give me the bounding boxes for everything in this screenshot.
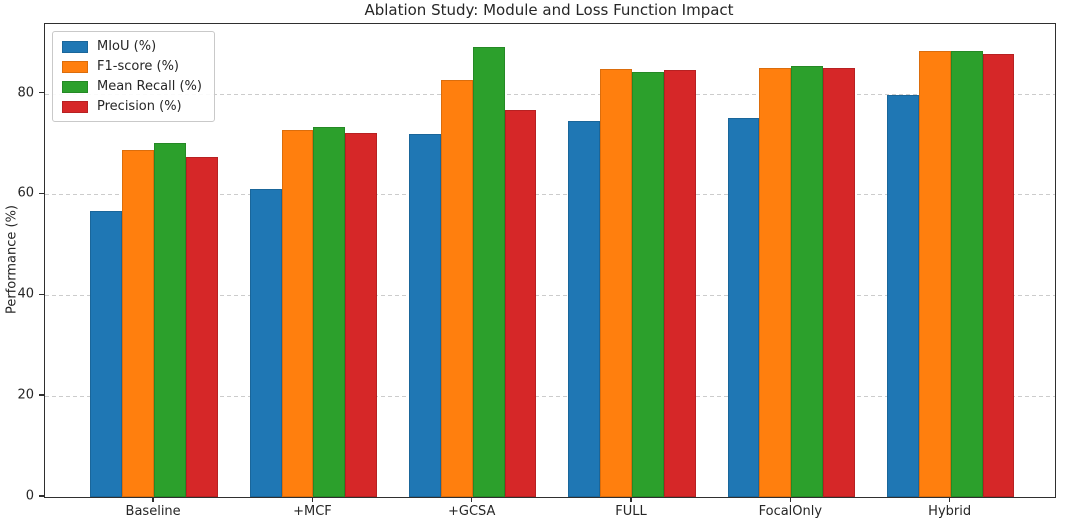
x-tick-mark-1 — [311, 497, 314, 503]
chart-title: Ablation Study: Module and Loss Function… — [364, 1, 734, 19]
legend-label: MIoU (%) — [97, 39, 157, 54]
bar-mean-recall-mcf — [313, 126, 346, 497]
bar-miou-focalonly — [727, 118, 760, 497]
bar-miou-full — [568, 121, 601, 497]
bar-precision-baseline — [185, 156, 218, 497]
bar-mean-recall-focalonly — [791, 66, 824, 497]
plot-area — [44, 23, 1056, 498]
x-tick-mark-5 — [949, 497, 951, 503]
x-tick-mark-4 — [789, 497, 791, 503]
gridline-y-20 — [45, 396, 1055, 398]
bar-f1-score-baseline — [122, 149, 155, 497]
y-tick-label-60: 60 — [17, 185, 34, 201]
legend-item: F1-score (%) — [62, 59, 202, 74]
x-tick-label-focalonly: FocalOnly — [758, 504, 823, 519]
bar-f1-score-full — [600, 69, 633, 497]
legend-swatch-icon — [62, 100, 88, 113]
bar-precision-mcf — [345, 133, 378, 497]
y-tick-mark-80 — [39, 91, 44, 94]
y-tick-mark-20 — [39, 394, 44, 396]
gridline-y-80 — [45, 93, 1055, 95]
y-tick-mark-60 — [39, 192, 44, 195]
y-tick-label-0: 0 — [25, 488, 34, 504]
legend-item: Precision (%) — [62, 99, 202, 114]
legend-item: MIoU (%) — [62, 39, 202, 54]
bar-mean-recall-full — [632, 71, 664, 497]
legend-swatch-icon — [62, 40, 88, 53]
bar-precision-gcsa — [504, 110, 537, 497]
x-tick-label-baseline: Baseline — [125, 504, 181, 519]
bar-miou-hybrid — [886, 94, 919, 497]
y-tick-label-40: 40 — [17, 286, 34, 302]
bar-precision-hybrid — [982, 53, 1015, 497]
legend-swatch-icon — [62, 60, 88, 73]
bar-precision-focalonly — [823, 67, 856, 497]
bar-f1-score-focalonly — [759, 67, 792, 497]
x-tick-mark-3 — [630, 497, 632, 503]
bar-mean-recall-gcsa — [472, 47, 505, 497]
x-tick-label-mcf: +MCF — [293, 504, 332, 519]
x-tick-label-gcsa: +GCSA — [448, 504, 496, 519]
legend: MIoU (%) F1-score (%) Mean Recall (%) Preci… — [52, 31, 215, 122]
bar-miou-gcsa — [409, 133, 441, 497]
bar-precision-full — [663, 69, 696, 497]
bar-f1-score-hybrid — [918, 51, 951, 497]
bar-mean-recall-hybrid — [950, 51, 983, 497]
legend-label: F1-score (%) — [97, 59, 179, 74]
bar-f1-score-mcf — [281, 129, 314, 497]
bar-miou-baseline — [90, 211, 123, 497]
x-tick-mark-0 — [152, 497, 154, 503]
bar-miou-mcf — [249, 189, 282, 497]
gridline-y-60 — [45, 194, 1055, 196]
y-tick-label-20: 20 — [17, 387, 34, 403]
y-axis-label: Performance (%) — [4, 205, 20, 315]
y-tick-mark-0 — [39, 495, 44, 497]
x-tick-mark-2 — [471, 497, 473, 503]
bar-f1-score-gcsa — [440, 80, 473, 497]
legend-item: Mean Recall (%) — [62, 79, 202, 94]
x-tick-label-full: FULL — [615, 504, 647, 519]
gridline-y-40 — [45, 295, 1055, 297]
x-tick-label-hybrid: Hybrid — [928, 504, 972, 519]
y-tick-mark-40 — [39, 293, 44, 295]
bar-mean-recall-baseline — [154, 143, 186, 497]
y-tick-label-80: 80 — [17, 85, 34, 101]
legend-swatch-icon — [62, 80, 88, 93]
legend-label: Mean Recall (%) — [97, 79, 202, 94]
legend-label: Precision (%) — [97, 99, 182, 114]
